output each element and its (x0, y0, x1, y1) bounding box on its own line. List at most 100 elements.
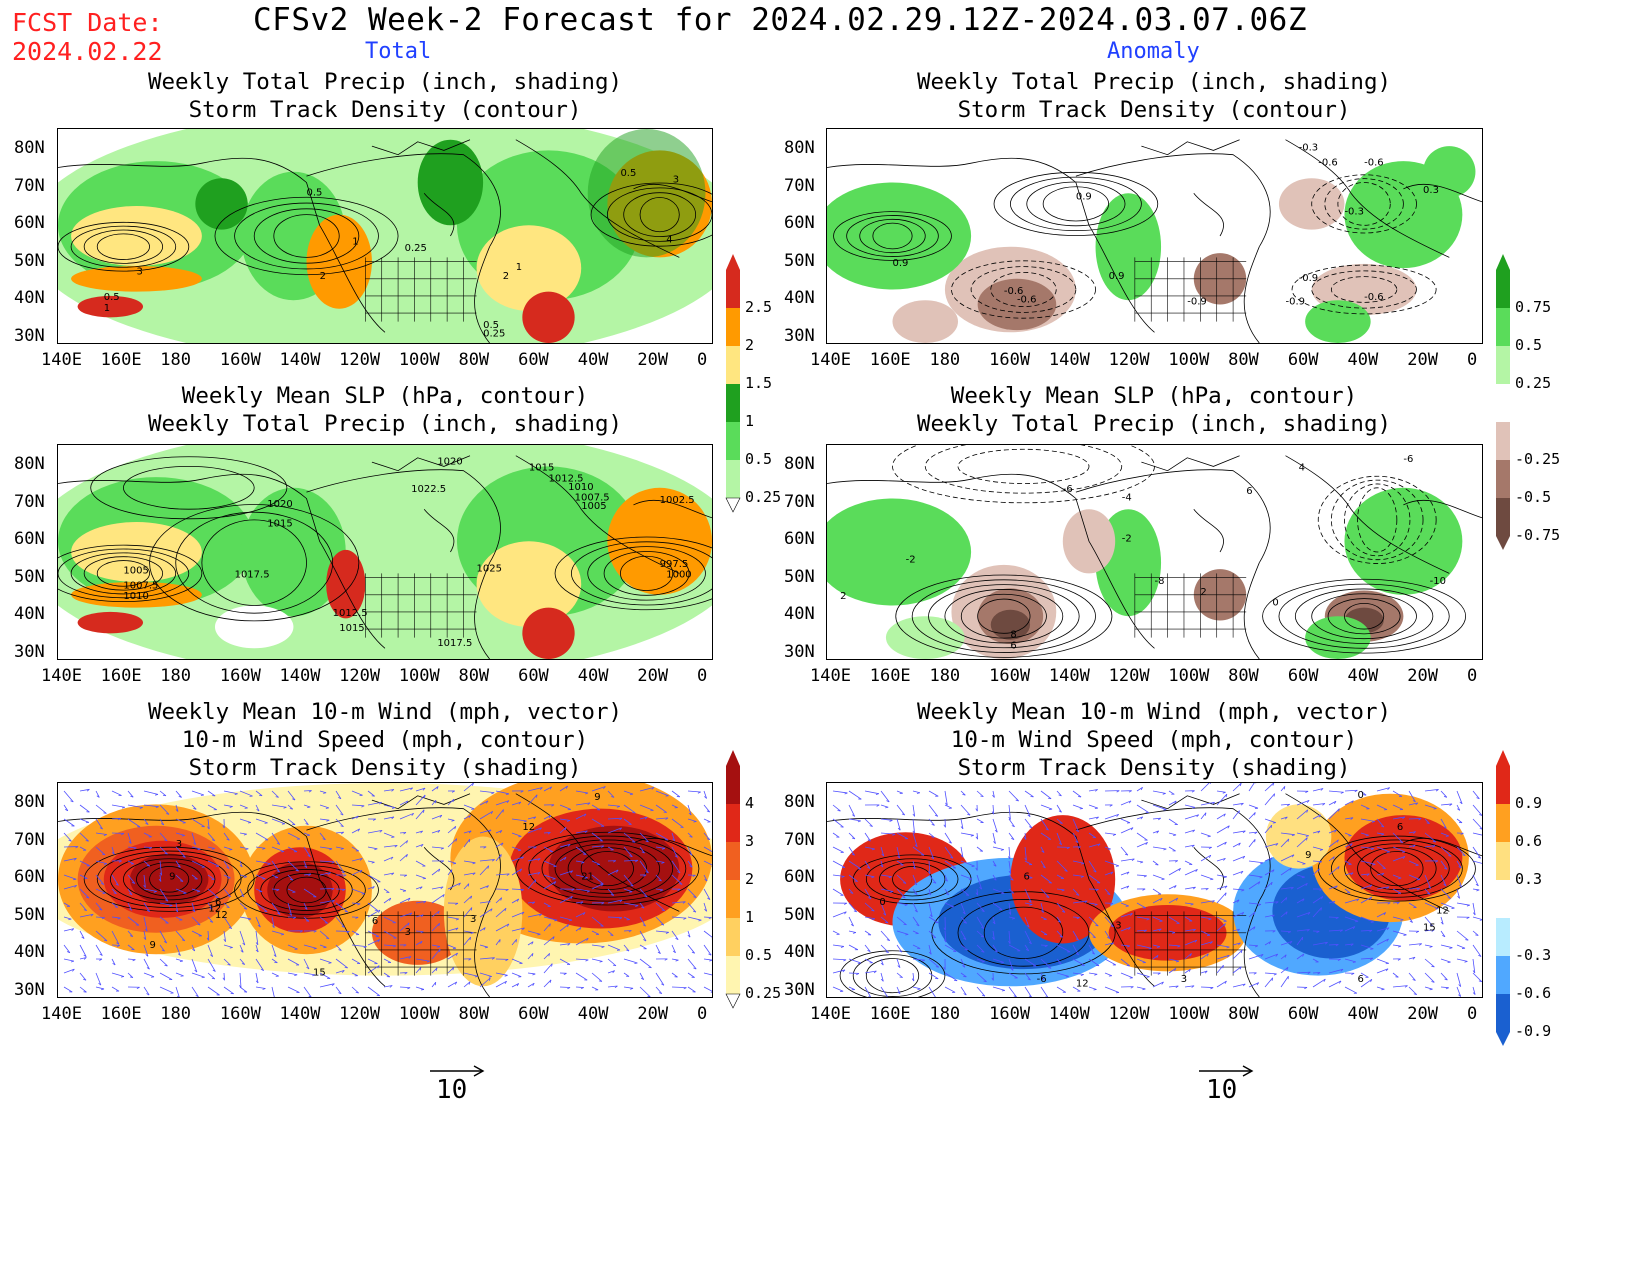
lon-tick-label: 0 (697, 666, 708, 686)
contour-label: 3 (136, 267, 142, 278)
lon-tick-label: 60W (518, 666, 549, 686)
contour-label: 1007.5 (123, 580, 158, 591)
lon-tick-label: 140E (810, 350, 851, 370)
lon-tick-label: 140W (279, 350, 321, 370)
lon-tick-label: 60W (1287, 1004, 1319, 1024)
colorbar-label: -0.6 (1515, 984, 1552, 1002)
lon-tick-label: 20W (637, 350, 669, 370)
lon-tick-label: 0 (697, 1004, 708, 1024)
lon-tick-label: 160E (869, 1004, 911, 1024)
map-total-slp-precip: 1020 1022.5 1015 1012.5 1010 1007.5 1005 1002.5… (57, 444, 713, 660)
contour-label: 9 (594, 792, 600, 803)
lat-tick-label: 40N (784, 604, 815, 625)
lat-tick-label: 80N (14, 792, 45, 812)
panel-title-total-slp: Weekly Mean SLP (hPa, contour) Weekly Tot… (147, 383, 623, 437)
colorbar-storm-anomaly: 0.9 0.6 0.3 -0.3 -0.6 -0.9 (1495, 750, 1565, 1046)
lon-tick-label: 40W (577, 350, 609, 370)
contour-label: 1012.5 (333, 608, 368, 619)
colorbar-label: 0.25 (745, 488, 782, 506)
contour-label: 6 (372, 916, 378, 927)
colorbar-label: 0.9 (1515, 794, 1543, 812)
reference-vector-label-total: 10 (436, 1075, 468, 1105)
contour-label: -0.6 (1364, 292, 1384, 303)
contour-label: 15 (1423, 923, 1436, 934)
lat-tick-label: 30N (14, 980, 45, 1000)
panel-title-total-precip: Weekly Total Precip (inch, shading) Storm… (147, 69, 623, 123)
contour-label: -6 (1403, 454, 1413, 465)
colorbar-label: 0.5 (1515, 336, 1543, 354)
lon-tick-label: 0 (697, 350, 708, 370)
colorbar-swatches (1496, 750, 1510, 1046)
colorbar-label: 2.5 (745, 298, 773, 316)
lon-tick-label: 80W (458, 666, 490, 686)
colorbar-label: 2 (745, 870, 755, 888)
contour-label: 0.9 (1109, 271, 1125, 282)
lat-tick-label: 50N (784, 904, 815, 925)
contour-label: 1 (352, 237, 358, 248)
map-total-precip-storm: 0.5 1 2 3 0.25 0.5 1 2 3 4 0.5 0.25 1 0.5 (57, 128, 713, 344)
lon-tick-label: 160E (100, 1004, 142, 1024)
lon-tick-label: 40W (577, 1004, 609, 1024)
lat-tick-label: 80N (784, 454, 815, 474)
contour-label: 12 (1076, 978, 1089, 989)
contour-label: -4 (1122, 493, 1132, 504)
colorbar-label: -0.25 (1515, 450, 1561, 468)
lon-tick-label: 180 (160, 1004, 191, 1024)
colorbar-precip-anomaly: 0.75 0.5 0.25 -0.25 -0.5 -0.75 (1495, 254, 1565, 550)
colorbar-swatches (725, 750, 741, 1009)
lat-tick-label: 60N (784, 867, 815, 888)
colorbar-swatches (725, 254, 741, 513)
contour-label: 1017.5 (437, 638, 472, 649)
lat-tick-label: 80N (14, 138, 45, 158)
lon-tick-label: 120W (1108, 1004, 1150, 1024)
contour-label: 0 (1272, 598, 1278, 609)
contour-label: 1020 (437, 456, 462, 467)
lon-tick-label: 0 (1467, 1004, 1478, 1024)
lon-tick-label: 140W (1048, 666, 1090, 686)
colorbar-label: -0.75 (1515, 526, 1561, 544)
reference-vector-label-anomaly: 10 (1206, 1075, 1238, 1105)
lat-tick-label: 60N (784, 529, 815, 550)
contour-label: 1002.5 (660, 495, 695, 506)
colorbar-label: 0.5 (745, 450, 773, 468)
colorbar-label: -0.5 (1515, 488, 1552, 506)
lat-tick-label: 80N (784, 792, 815, 812)
contour-label: 1017.5 (235, 570, 270, 581)
colorbar-precip-total: 2.5 2 1.5 1 0.5 0.25 (725, 254, 785, 532)
lat-tick-label: 30N (784, 642, 815, 662)
lat-tick-label: 50N (14, 904, 45, 925)
lon-tick-label: 160W (989, 666, 1031, 686)
colorbar-label: 0.3 (1515, 870, 1543, 888)
contour-label: -0.6 (1318, 157, 1338, 168)
contour-label: 0.5 (483, 320, 499, 331)
reference-vector-arrow-total (430, 1065, 485, 1077)
lat-tick-label: 40N (784, 288, 815, 309)
lon-tick-label: 40W (1347, 350, 1379, 370)
lon-tick-label: 140E (810, 1004, 851, 1024)
lon-tick-label: 180 (929, 1004, 961, 1024)
contour-label: 0.25 (483, 329, 505, 340)
colorbar-label: 0.75 (1515, 298, 1552, 316)
panel-title-total-wind: Weekly Mean 10-m Wind (mph, vector) 10-m … (147, 699, 623, 781)
contour-label: 1015 (339, 623, 364, 634)
contour-label: 21 (581, 871, 594, 882)
contour-label: -2 (906, 555, 916, 566)
lat-tick-label: 40N (14, 942, 45, 963)
contour-label: -6 (1063, 484, 1073, 495)
contour-label: 6 (1246, 486, 1252, 497)
lon-tick-label: 100W (398, 350, 440, 370)
lat-tick-label: 70N (14, 829, 45, 850)
contour-label: 1005 (581, 501, 606, 512)
contour-label: 1015 (267, 518, 292, 529)
main-title: CFSv2 Week-2 Forecast for 2024.02.29.12Z… (253, 2, 1307, 38)
lat-tick-label: 50N (784, 566, 815, 587)
lon-tick-label: 160W (989, 350, 1031, 370)
lon-tick-label: 80W (458, 1004, 490, 1024)
lon-tick-label: 180 (929, 666, 961, 686)
lon-tick-label: 160E (100, 350, 142, 370)
contour-label: 1 (516, 262, 522, 273)
contour-label: 1 (104, 303, 110, 314)
